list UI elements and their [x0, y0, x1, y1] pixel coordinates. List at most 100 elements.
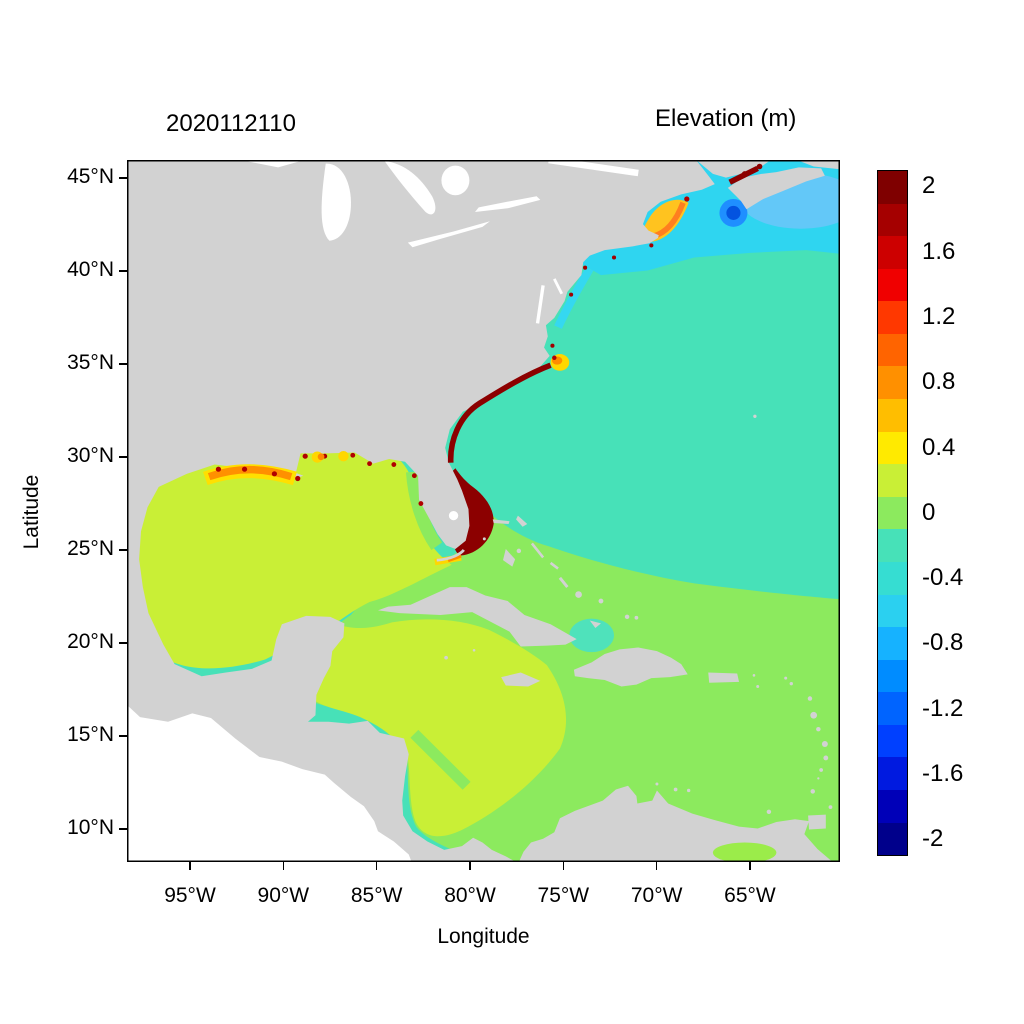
hatteras-red-speck [552, 355, 557, 361]
y-tick-label: 25°N [67, 537, 114, 560]
nova-scotia-blue-core [726, 205, 741, 220]
lake-huron [384, 160, 436, 215]
maine-red-speck [684, 196, 690, 202]
colorbar-tick-label: 1.2 [922, 302, 956, 330]
colorbar-band [878, 301, 907, 334]
st-lawrence-river [548, 160, 639, 177]
inagua-land [589, 620, 601, 628]
y-tick-mark [119, 642, 127, 644]
colorbar-tick-label: -2 [922, 825, 944, 853]
colorbar-tick-label: -0.4 [922, 564, 964, 592]
y-tick-label: 40°N [67, 258, 114, 281]
y-tick-label: 45°N [67, 165, 114, 188]
colorbar [877, 170, 908, 856]
colorbar-tick-label: -1.6 [922, 760, 964, 787]
x-axis-title: Longitude [437, 925, 530, 948]
x-tick-label: 65°W [724, 884, 776, 907]
x-tick-label: 80°W [444, 884, 496, 907]
colorbar-band [878, 692, 907, 725]
west-caribbean-yellowgreen [313, 619, 567, 837]
colorbar-band [878, 529, 907, 562]
y-tick-label: 15°N [67, 723, 114, 746]
colorbar-band [878, 366, 907, 400]
colorbar-tick-label: -1.2 [922, 694, 964, 722]
colorbar-band [878, 399, 907, 432]
orinoco-green-patch [712, 842, 777, 862]
delaware-bay [553, 278, 564, 295]
abaco-land [516, 515, 528, 527]
panhandle-yellow [338, 450, 349, 462]
y-tick-label: 35°N [67, 351, 114, 374]
grand-bahama-land [492, 519, 510, 524]
colorbar-band [878, 431, 907, 465]
x-tick-label: 85°W [350, 884, 403, 907]
x-tick-mark [282, 862, 285, 870]
colorbar-band [878, 659, 907, 693]
y-tick-label: 30°N [67, 444, 114, 467]
x-tick-label: 95°W [164, 884, 216, 907]
colorbar-band [878, 757, 907, 790]
colorbar-band [878, 822, 907, 856]
lake-okeechobee [448, 510, 459, 521]
x-tick-mark [655, 862, 658, 870]
puerto-rico-land [708, 672, 740, 683]
cuba-land [377, 587, 577, 647]
y-tick-mark [119, 363, 127, 365]
colorbar-band [878, 594, 907, 628]
x-tick-label: 70°W [630, 884, 683, 907]
colorbar-band [878, 203, 907, 237]
land-layer [127, 160, 840, 862]
lake-superior-edge [240, 160, 305, 168]
georgian-bay [441, 165, 470, 196]
fundy-red-speck [756, 163, 763, 170]
lake-michigan [321, 163, 351, 241]
x-tick-label: 75°W [537, 884, 590, 907]
geo-layer [127, 160, 840, 862]
colorbar-band [878, 561, 907, 595]
colorbar-band [878, 268, 907, 302]
keys-orange-fringe [447, 553, 462, 563]
x-tick-mark [749, 862, 751, 870]
coastal-hotspots [203, 163, 763, 506]
y-tick-mark [119, 456, 127, 458]
colorbar-tick-label: 2 [922, 172, 936, 200]
colorbar-band [878, 627, 907, 660]
midatlantic-red-specks [550, 243, 654, 348]
mobile-bay-orange [317, 453, 325, 461]
y-tick-label: 10°N [67, 816, 114, 839]
timestamp-title: 2020112110 [166, 110, 296, 137]
colorbar-band [878, 464, 907, 497]
y-tick-mark [119, 735, 127, 737]
lakes-layer [240, 160, 639, 521]
x-tick-label: 90°W [257, 884, 310, 907]
nova-scotia-land [727, 167, 825, 210]
jamaica-land [501, 672, 541, 687]
y-tick-label: 20°N [67, 630, 114, 653]
colorbar-tick-label: 0 [922, 498, 936, 526]
pacific-no-data [127, 705, 412, 862]
colorbar-band [878, 724, 907, 758]
lake-erie [407, 221, 490, 248]
north-america-land [127, 160, 715, 862]
southeast-coast-red-fringe [447, 362, 552, 463]
fundy-red-speck2 [741, 171, 748, 177]
andros-land [502, 549, 516, 567]
cape-breton-land [796, 160, 840, 170]
nicaragua-green-streak [410, 729, 471, 790]
lake-ontario [475, 196, 541, 212]
colorbar-band [878, 236, 907, 269]
gulf-coast-orange-fringe [207, 465, 293, 481]
west-florida-green-strip [405, 471, 443, 550]
y-tick-mark [119, 549, 127, 551]
gulf-of-mexico-yellowgreen [128, 447, 452, 669]
colorbar-tick-label: 1.6 [922, 237, 956, 265]
colorbar-title: Elevation (m) [655, 105, 797, 132]
gulf-coast-red-specks [215, 452, 424, 506]
colorbar-band [878, 333, 907, 367]
colorbar-tick-label: 0.8 [922, 368, 956, 396]
colorbar-tick-label: -0.8 [922, 629, 964, 657]
x-tick-mark [375, 862, 378, 870]
plot-frame [127, 160, 840, 862]
y-tick-mark [119, 270, 127, 272]
